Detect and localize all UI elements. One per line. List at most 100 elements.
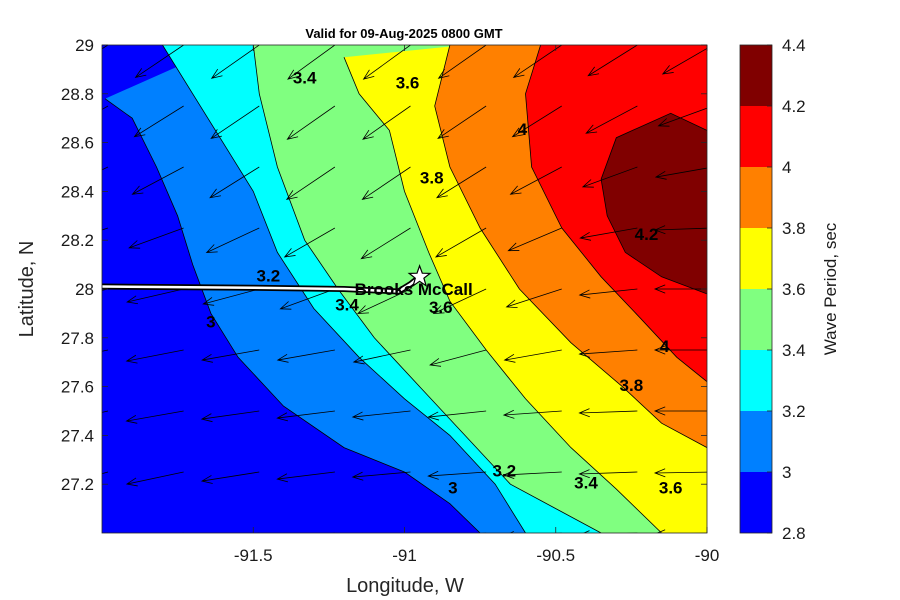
wave-direction-arrow [125,471,184,487]
wave-direction-arrow [361,166,411,201]
y-axis-label: Latitude, N [16,241,38,338]
wave-direction-arrow [279,288,336,310]
wave-direction-arrow [202,288,260,306]
wave-direction-arrow [352,349,411,365]
wave-direction-arrow [434,227,487,258]
contour-label: 3 [448,479,457,498]
wave-direction-arrow [351,410,411,421]
colorbar-tick-label: 3.6 [782,280,806,299]
wave-direction-arrow [125,410,184,424]
wave-direction-arrow [437,45,487,79]
colorbar-segment [740,350,772,411]
x-tick-label: -91 [392,546,417,565]
colorbar-segment [740,411,772,472]
wave-direction-arrow [429,349,487,367]
station-label: Brooks McCall [355,280,473,299]
wave-direction-arrow [512,45,562,79]
wave-direction-arrow [128,227,184,249]
wave-direction-arrow [578,288,638,299]
wave-direction-arrow [131,166,184,195]
colorbar-tick-label: 3.8 [782,219,806,238]
colorbar-segment [740,472,772,533]
colorbar-segment [740,45,772,106]
colorbar-tick-label: 3.4 [782,341,806,360]
wave-direction-arrow [437,532,487,533]
wave-direction-arrow [583,530,638,533]
wave-direction-arrow [102,105,109,110]
wave-direction-arrow [578,469,638,479]
wave-direction-arrow [256,532,260,533]
wave-direction-arrow [509,166,562,195]
wave-direction-arrow [210,105,260,140]
x-tick-label: -91.5 [234,546,273,565]
wave-direction-arrow [201,349,260,363]
wave-direction-arrow [578,348,638,358]
wave-direction-arrow [205,227,260,253]
contour-line [252,45,602,533]
contour-label: 3.4 [293,69,317,88]
contour-label: 4 [518,120,528,139]
contour-label: 3.2 [493,461,517,480]
plot-area: 3.4 3.643.84.23.233.4 3.643.83.23 3.4 3.6Bro… [101,44,708,534]
wave-direction-arrow [125,349,184,364]
contour-label: 3.6 [429,298,453,317]
wave-direction-arrow [511,105,562,138]
wave-direction-arrow [653,406,707,416]
wave-direction-arrow [106,532,108,533]
wave-direction-arrow [579,227,638,241]
contour-label: 3.4 [574,474,598,493]
wave-direction-arrow [356,288,411,314]
colorbar-label: Wave Period, sec [821,222,840,355]
x-tick-label: -90 [695,546,720,565]
contour-line [104,98,481,533]
wave-direction-arrow [276,349,335,363]
colorbar-segment [740,289,772,350]
wave-direction-arrow [209,166,260,199]
wave-direction-arrow [653,225,707,235]
wave-direction-arrow [182,532,184,533]
wave-direction-arrow [351,471,411,481]
contour-label: 3.6 [659,479,683,498]
wave-direction-arrow [507,227,562,252]
contour-label: 4.2 [635,225,659,244]
wave-direction-arrow [102,349,109,352]
wave-direction-arrow [360,227,411,260]
wave-direction-arrow [432,288,487,314]
wave-direction-arrow [661,48,707,75]
wave-direction-arrow [578,408,638,418]
wave-direction-arrow [502,409,562,419]
colorbar-tick-label: 4 [782,158,791,177]
contour-label: 4 [660,337,670,356]
y-tick-label: 27.6 [61,378,94,397]
contour-label: 3.2 [257,266,281,285]
wave-direction-arrow [276,410,335,422]
wave-direction-arrow [126,288,184,305]
contour-label: 3.8 [420,169,444,188]
wave-direction-arrow [653,468,707,478]
wave-direction-arrow [102,410,109,413]
wave-direction-arrow [503,349,562,363]
wave-direction-arrow [332,532,335,533]
wave-direction-arrow [133,105,184,138]
y-tick-label: 28.6 [61,134,94,153]
wave-direction-arrow [200,471,260,484]
contour-line [525,45,707,383]
wave-direction-arrow [581,166,638,188]
wave-direction-arrow [287,45,336,80]
y-tick-label: 28 [75,280,94,299]
contour-line [434,45,707,448]
wave-direction-arrow [286,105,336,140]
wave-direction-arrow [437,105,487,140]
axes: -91.5 -91 -90.5 -90 27.2 27.4 27.6 27.8 28 28.2 28… [61,36,719,565]
wave-direction-arrow [585,105,638,134]
y-tick-label: 28.2 [61,231,94,250]
vessel-track [102,275,421,293]
wave-direction-arrow [362,105,411,140]
y-tick-label: 29 [75,36,94,55]
colorbar-tick-label: 3 [782,463,791,482]
y-tick-label: 27.4 [61,426,94,445]
wave-direction-arrow [587,45,638,77]
y-tick-label: 28.8 [61,85,94,104]
wave-direction-arrow [657,107,707,127]
